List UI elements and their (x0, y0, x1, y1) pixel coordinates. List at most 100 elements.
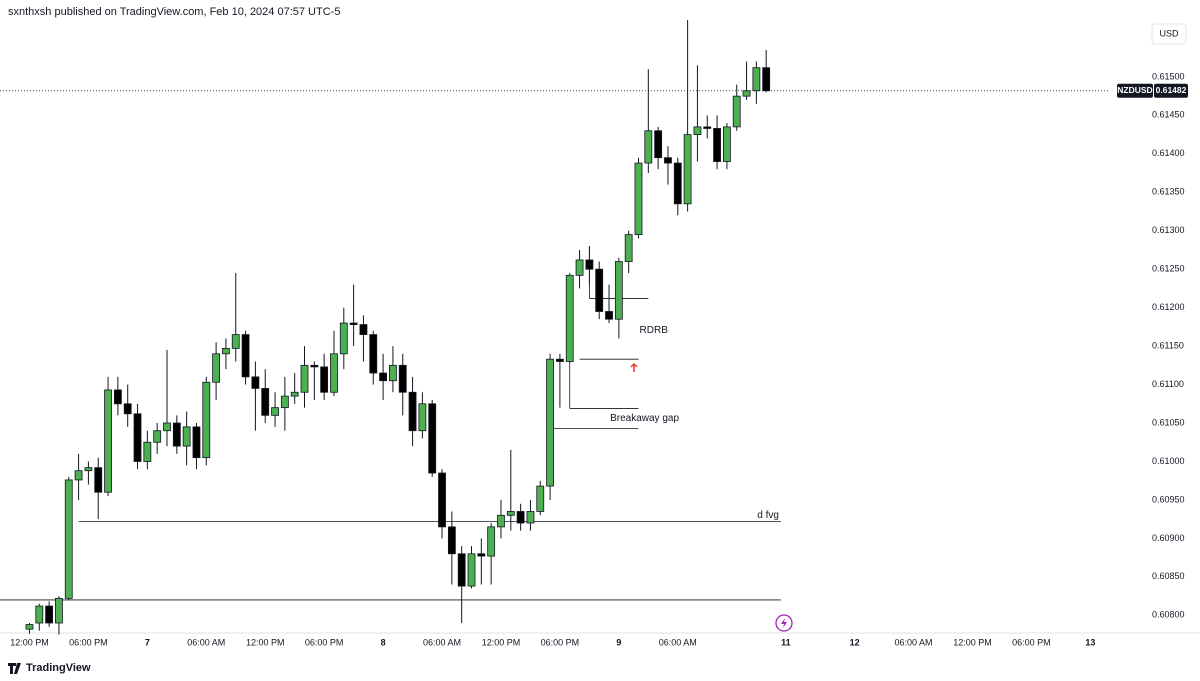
x-tick-label: 12:00 PM (10, 637, 49, 647)
candle-body (713, 128, 721, 162)
annotation-label: d fvg (757, 510, 779, 521)
x-tick-label: 12:00 PM (246, 637, 285, 647)
candle-body (693, 126, 702, 136)
candle-body (595, 268, 604, 312)
candle-body (585, 259, 594, 270)
arrow-icon (630, 362, 638, 372)
candle-body (556, 358, 564, 362)
x-tick-label: 06:00 PM (305, 637, 344, 647)
candle-body (251, 376, 260, 389)
x-tick-label: 06:00 AM (423, 637, 461, 647)
candle-body (526, 511, 535, 524)
candle-body (477, 553, 486, 557)
y-tick-label: 0.61100 (1152, 379, 1184, 389)
candle-body (732, 95, 741, 128)
candle-body (487, 526, 496, 557)
candle-body (113, 389, 122, 405)
candle-body (94, 467, 103, 493)
candle-body (261, 388, 270, 416)
candle-body (231, 334, 240, 349)
candle-body (84, 467, 93, 472)
x-tick-label: 06:00 AM (187, 637, 225, 647)
candle-body (74, 470, 83, 481)
candle-body (172, 422, 181, 447)
candle-body (330, 353, 338, 393)
candle-body (664, 157, 672, 164)
y-tick-label: 0.60950 (1152, 494, 1185, 504)
x-tick-label: 9 (616, 637, 621, 647)
candle-body (389, 364, 397, 382)
annotation-label: RDRB (640, 325, 669, 336)
candle-body (467, 553, 476, 587)
price-tag (1154, 83, 1188, 98)
candle-body (634, 162, 643, 235)
candle-body (624, 234, 633, 262)
y-tick-label: 0.61300 (1152, 225, 1185, 235)
candle-body (143, 441, 152, 462)
candle-body (300, 364, 309, 393)
currency-box[interactable] (1151, 23, 1187, 45)
y-tick-label: 0.61150 (1152, 340, 1184, 350)
y-tick-label: 0.61450 (1152, 110, 1185, 120)
candle-body (497, 514, 505, 528)
candle-body (546, 358, 554, 487)
price-label: 0.61482 (1156, 85, 1187, 95)
x-tick-label: 06:00 PM (1012, 637, 1051, 647)
candle-body (64, 479, 73, 599)
x-tick-label: 12 (850, 637, 860, 647)
candle-body (55, 597, 63, 624)
candle-body (516, 511, 525, 524)
candle-body (182, 426, 191, 447)
x-tick-label: 7 (145, 637, 150, 647)
candle-body (192, 426, 201, 459)
candle-body (418, 403, 427, 432)
currency: USD (1159, 28, 1179, 38)
candle-body (536, 485, 545, 512)
candle-body (163, 422, 171, 432)
symbol-label: NZDUSD (1117, 85, 1152, 95)
candle-body (202, 381, 211, 459)
candle-body (683, 134, 692, 205)
y-tick-label: 0.60850 (1152, 571, 1185, 581)
candle-body (153, 430, 162, 443)
candle-body (241, 334, 250, 378)
candle-body (447, 526, 456, 555)
candle-body (45, 605, 54, 624)
candle-body (565, 274, 574, 362)
candle-body (398, 364, 407, 393)
candle-body (703, 126, 712, 129)
candle-body (104, 389, 112, 493)
brand: TradingView (26, 662, 91, 674)
candle-body (438, 472, 446, 528)
candle-body (133, 413, 142, 462)
candle-body (752, 67, 761, 92)
candle-body (359, 324, 368, 335)
y-tick-label: 0.61400 (1152, 148, 1185, 158)
candle-body (222, 348, 230, 355)
candle-body (762, 67, 771, 92)
alert-bolt (781, 618, 787, 628)
candle-body (123, 403, 132, 415)
brand-logo (8, 663, 21, 674)
candle-body (349, 322, 358, 325)
candle-body (379, 372, 387, 382)
y-tick-label: 0.61500 (1152, 71, 1185, 81)
y-tick-label: 0.60900 (1152, 533, 1185, 543)
x-tick-label: 06:00 AM (659, 637, 697, 647)
candle-body (280, 395, 289, 409)
annotation-label: Breakaway gap (610, 413, 679, 424)
y-tick-label: 0.61200 (1152, 302, 1185, 312)
alert-icon[interactable] (775, 614, 793, 632)
x-tick-label: 8 (381, 637, 386, 647)
candle-body (605, 311, 613, 320)
x-tick-label: 11 (781, 637, 791, 647)
candle-body (320, 366, 329, 393)
candle-body (408, 391, 417, 432)
x-tick-label: 06:00 PM (69, 637, 108, 647)
header-title: sxnthxsh published on TradingView.com, F… (8, 6, 340, 18)
candle-body (271, 407, 279, 416)
x-tick-label: 12:00 PM (953, 637, 992, 647)
candle-body (673, 162, 682, 205)
